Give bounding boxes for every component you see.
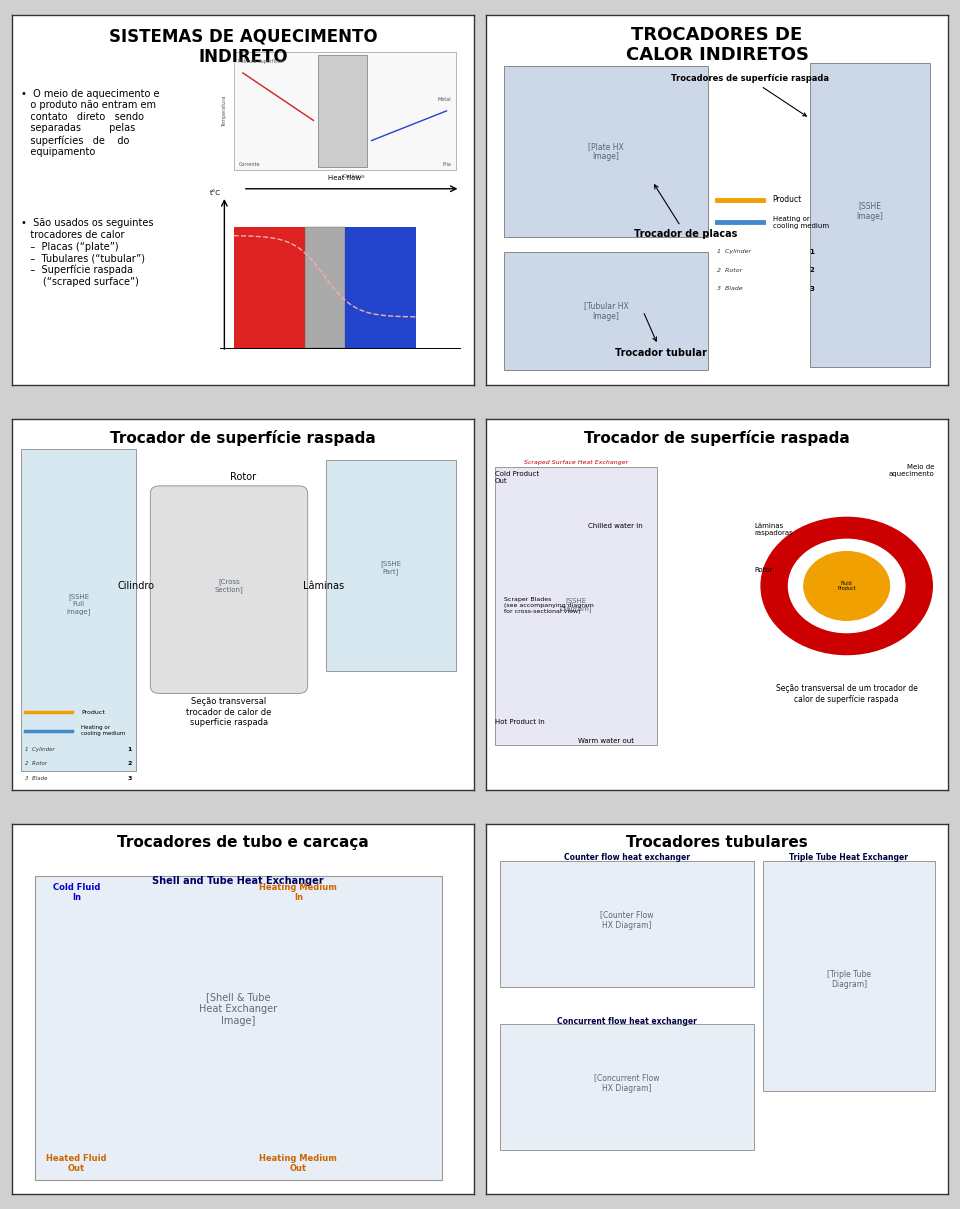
- Text: Concurrent flow heat exchanger: Concurrent flow heat exchanger: [557, 1017, 697, 1025]
- Text: Scraped Surface Heat Exchanger: Scraped Surface Heat Exchanger: [524, 459, 628, 465]
- FancyBboxPatch shape: [504, 251, 708, 370]
- Text: Scraper Blades
(see accompanying diagram
for cross-sectional view): Scraper Blades (see accompanying diagram…: [504, 597, 594, 614]
- Text: Trocador tubular: Trocador tubular: [615, 313, 708, 358]
- Text: 2: 2: [809, 267, 814, 273]
- Text: Hot Product In: Hot Product In: [495, 719, 544, 725]
- Text: Meio de
aquecimento: Meio de aquecimento: [889, 463, 935, 476]
- Text: [SSHE
Full
Image]: [SSHE Full Image]: [66, 594, 91, 615]
- Text: Chilled water in: Chilled water in: [588, 523, 642, 528]
- FancyBboxPatch shape: [233, 52, 456, 170]
- Text: Fluid
Product: Fluid Product: [837, 580, 856, 591]
- Text: t°C: t°C: [209, 190, 221, 196]
- FancyBboxPatch shape: [304, 226, 345, 348]
- Text: •  São usados os seguintes
   trocadores de calor
   –  Placas (“plate”)
   –  T: • São usados os seguintes trocadores de …: [21, 219, 154, 287]
- FancyBboxPatch shape: [35, 875, 442, 1180]
- Text: 2  Rotor: 2 Rotor: [717, 268, 742, 273]
- FancyBboxPatch shape: [326, 459, 456, 671]
- Text: SISTEMAS DE AQUECIMENTO
INDIRETO: SISTEMAS DE AQUECIMENTO INDIRETO: [108, 28, 377, 66]
- Text: Metal: Metal: [438, 97, 451, 102]
- FancyBboxPatch shape: [21, 449, 136, 771]
- Circle shape: [761, 517, 932, 654]
- FancyBboxPatch shape: [345, 226, 416, 348]
- FancyBboxPatch shape: [233, 226, 304, 348]
- Text: [Counter Flow
HX Diagram]: [Counter Flow HX Diagram]: [600, 910, 654, 930]
- Text: Película superficial: Película superficial: [238, 59, 284, 64]
- Text: [Concurrent Flow
HX Diagram]: [Concurrent Flow HX Diagram]: [594, 1074, 660, 1093]
- Text: Fria: Fria: [443, 162, 451, 167]
- Text: [SSHE
Diagram]: [SSHE Diagram]: [560, 597, 592, 612]
- Text: Heat flow: Heat flow: [328, 175, 361, 181]
- Text: Lâminas
raspadoras: Lâminas raspadoras: [755, 523, 793, 536]
- Text: Product: Product: [81, 710, 105, 715]
- Circle shape: [804, 551, 890, 620]
- Text: Temperatura: Temperatura: [222, 96, 227, 127]
- Text: Heating Medium
Out: Heating Medium Out: [259, 1153, 337, 1173]
- Text: Shell and Tube Heat Exchanger: Shell and Tube Heat Exchanger: [153, 875, 324, 886]
- Text: [SSHE
Part]: [SSHE Part]: [380, 560, 401, 574]
- Text: Heated Fluid
Out: Heated Fluid Out: [46, 1153, 107, 1173]
- Text: 2  Rotor: 2 Rotor: [25, 762, 47, 767]
- Text: 1  Cylinder: 1 Cylinder: [25, 747, 55, 752]
- Circle shape: [788, 539, 905, 632]
- FancyBboxPatch shape: [504, 66, 708, 237]
- Text: Cold Product
Out: Cold Product Out: [495, 472, 540, 484]
- Text: •  O meio de aquecimento e
   o produto não entram em
   contato   direto   send: • O meio de aquecimento e o produto não …: [21, 88, 159, 157]
- FancyBboxPatch shape: [151, 486, 307, 694]
- Text: [Plate HX
Image]: [Plate HX Image]: [588, 141, 624, 161]
- Text: Trocadores de tubo e carcaça: Trocadores de tubo e carcaça: [117, 835, 369, 850]
- FancyBboxPatch shape: [495, 468, 657, 746]
- FancyBboxPatch shape: [318, 56, 367, 167]
- Text: [Triple Tube
Diagram]: [Triple Tube Diagram]: [827, 970, 871, 989]
- Text: Heating or
cooling medium: Heating or cooling medium: [773, 215, 828, 229]
- Text: 3  Blade: 3 Blade: [717, 287, 743, 291]
- Text: Trocadores de superfície raspada: Trocadores de superfície raspada: [671, 74, 828, 116]
- Text: Heating Medium
In: Heating Medium In: [259, 883, 337, 902]
- Text: 2: 2: [127, 762, 132, 767]
- Text: [Tubular HX
Image]: [Tubular HX Image]: [584, 301, 629, 320]
- Text: Trocadores tubulares: Trocadores tubulares: [626, 835, 808, 850]
- Text: Distância: Distância: [343, 174, 366, 179]
- Text: [Cross
Section]: [Cross Section]: [215, 579, 244, 594]
- Text: Trocador de superfície raspada: Trocador de superfície raspada: [110, 430, 375, 446]
- FancyBboxPatch shape: [499, 861, 755, 987]
- Text: Seção transversal
trocador de calor de
superficie raspada: Seção transversal trocador de calor de s…: [186, 698, 272, 727]
- Text: 3: 3: [809, 285, 814, 291]
- Text: Trocador de superfície raspada: Trocador de superfície raspada: [585, 430, 850, 446]
- Text: Seção transversal de um trocador de
calor de superfície raspada: Seção transversal de um trocador de calo…: [776, 684, 918, 704]
- FancyBboxPatch shape: [499, 1024, 755, 1150]
- Text: TROCADORES DE
CALOR INDIRETOS: TROCADORES DE CALOR INDIRETOS: [626, 25, 808, 64]
- Text: Corrente: Corrente: [238, 162, 260, 167]
- FancyBboxPatch shape: [763, 861, 935, 1091]
- Text: Rotor: Rotor: [755, 567, 773, 573]
- Text: 3: 3: [127, 776, 132, 781]
- Text: Rotor: Rotor: [229, 473, 256, 482]
- Text: 1  Cylinder: 1 Cylinder: [717, 249, 752, 254]
- Text: 1: 1: [127, 747, 132, 752]
- Text: Product: Product: [773, 196, 802, 204]
- Text: Cilindro: Cilindro: [118, 582, 155, 591]
- Text: [Shell & Tube
Heat Exchanger
Image]: [Shell & Tube Heat Exchanger Image]: [199, 993, 277, 1025]
- Text: Lâminas: Lâminas: [303, 582, 344, 591]
- FancyBboxPatch shape: [809, 63, 930, 366]
- Text: 1: 1: [809, 249, 814, 255]
- Text: Trocador de placas: Trocador de placas: [634, 185, 737, 239]
- Text: Warm water out: Warm water out: [578, 737, 635, 744]
- Text: 3  Blade: 3 Blade: [25, 776, 48, 781]
- Text: Heating or
cooling medium: Heating or cooling medium: [81, 725, 126, 736]
- Text: Triple Tube Heat Exchanger: Triple Tube Heat Exchanger: [789, 854, 908, 862]
- Text: Counter flow heat exchanger: Counter flow heat exchanger: [564, 854, 690, 862]
- Text: Cold Fluid
In: Cold Fluid In: [53, 883, 100, 902]
- Text: [SSHE
Image]: [SSHE Image]: [856, 202, 883, 221]
